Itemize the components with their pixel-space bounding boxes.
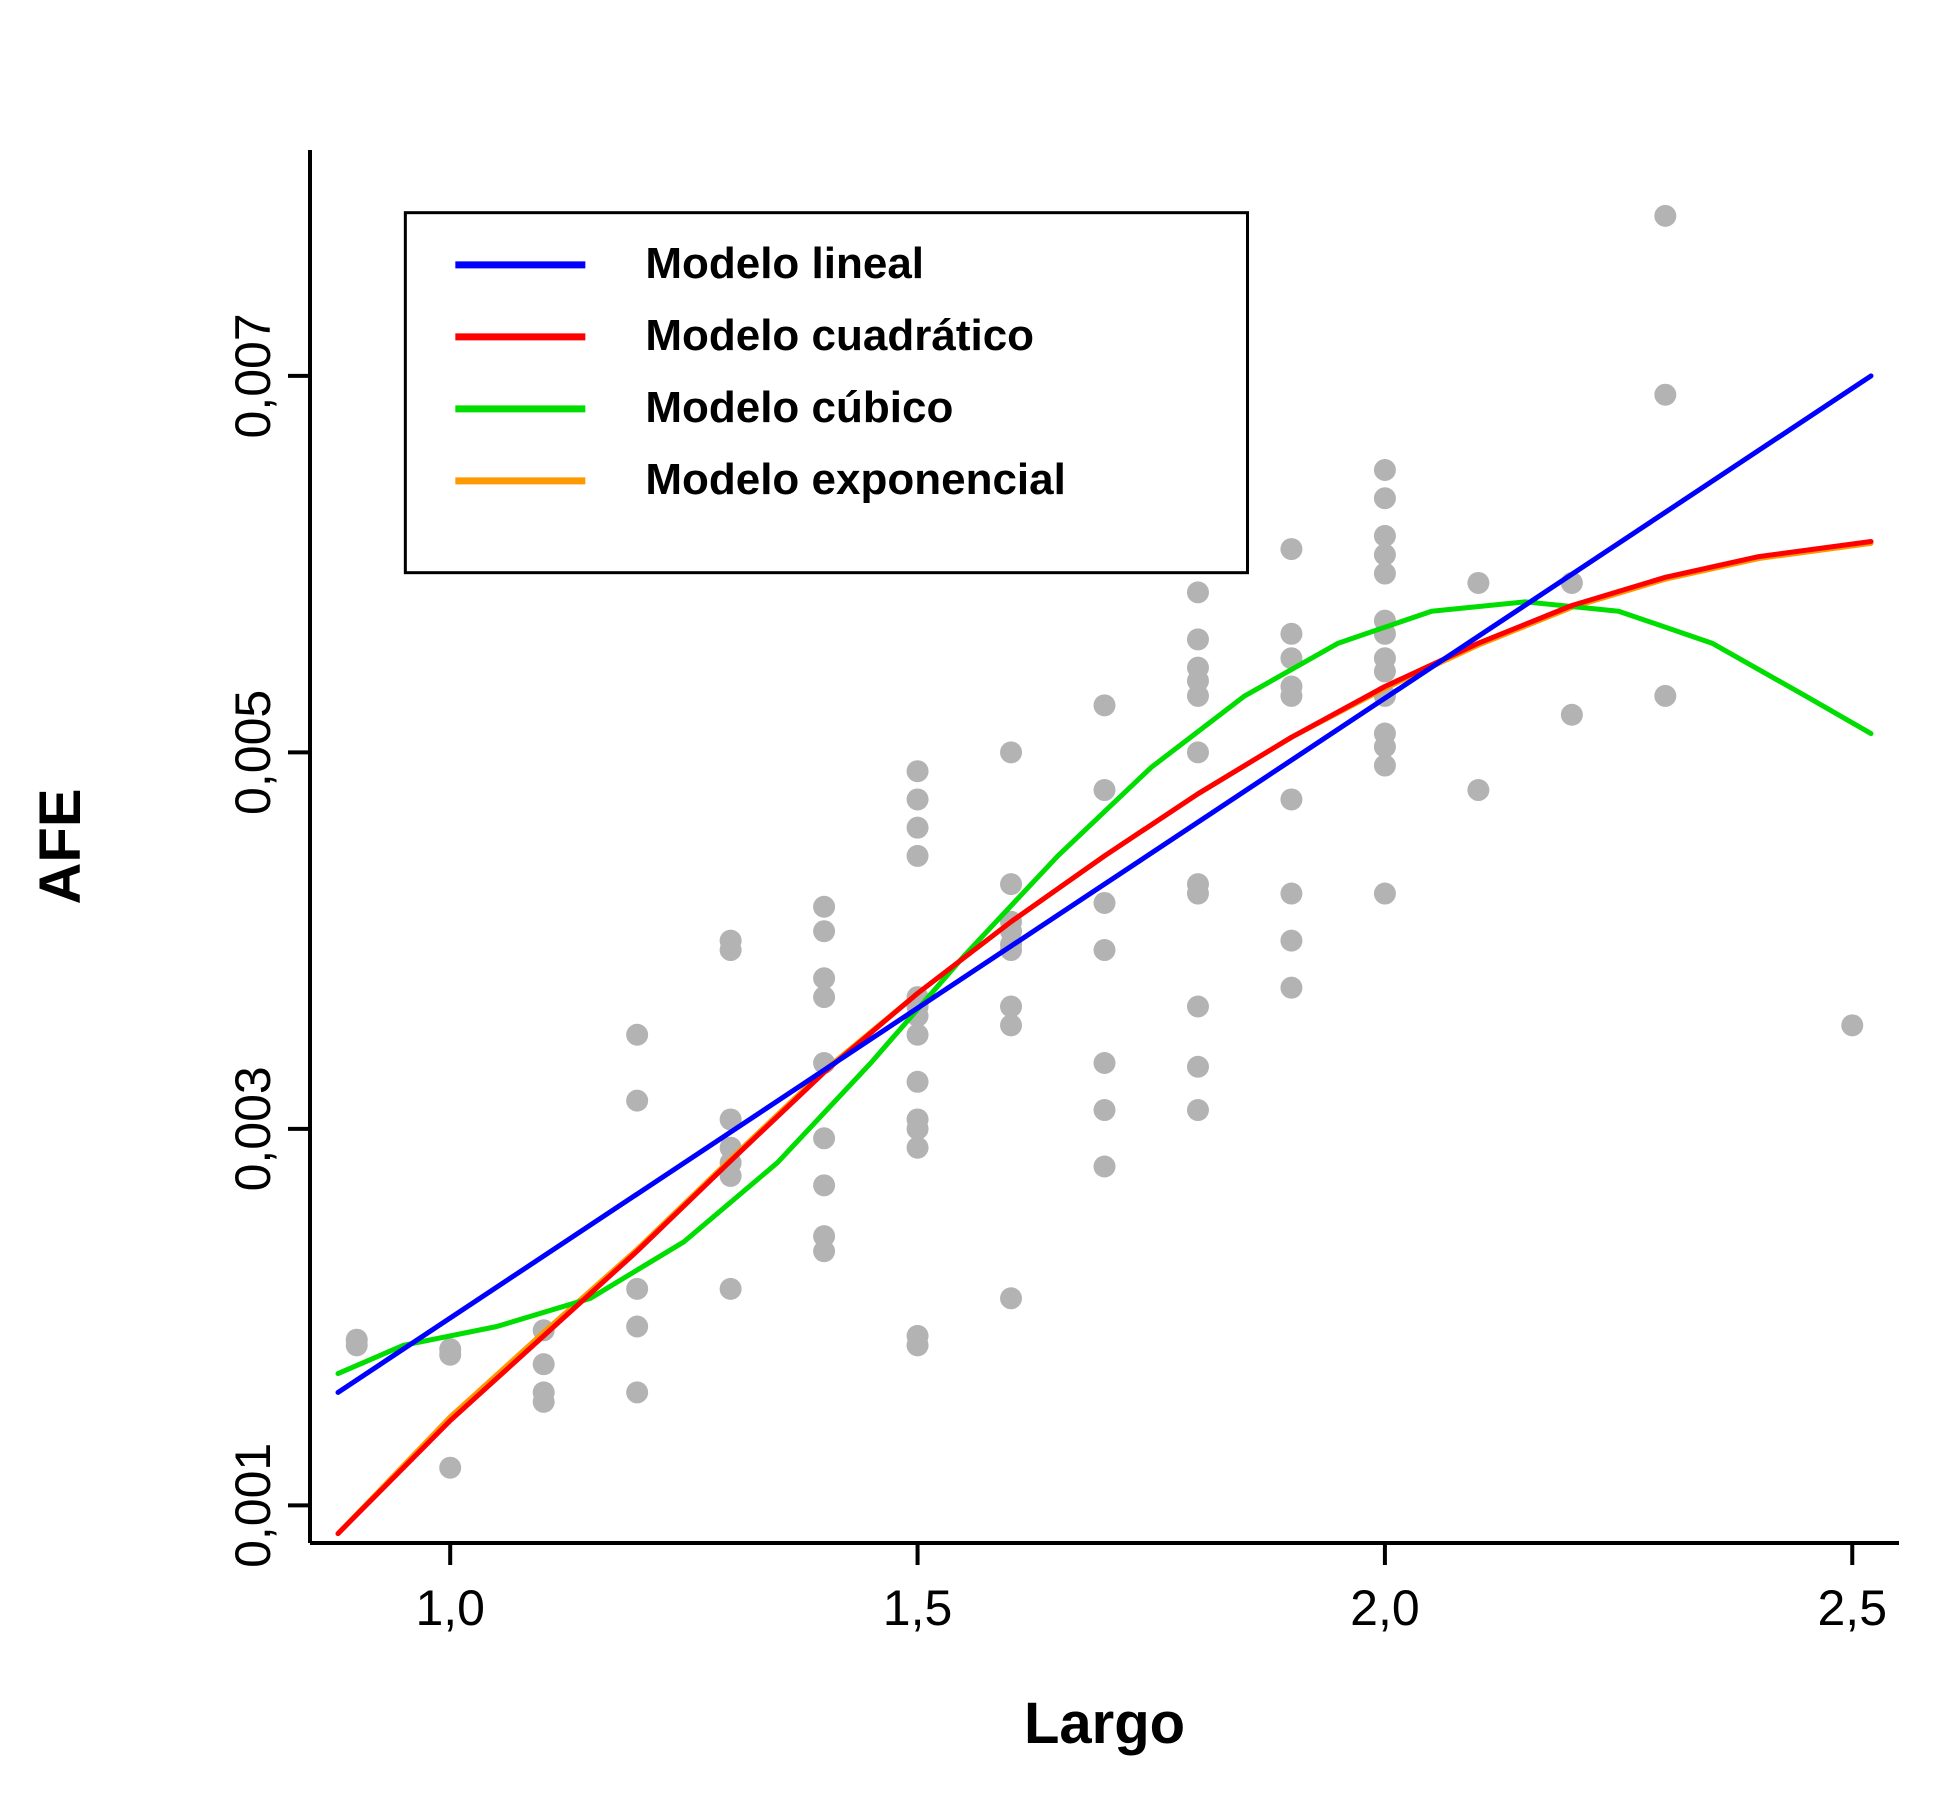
scatter-point — [533, 1381, 555, 1403]
scatter-point — [1187, 741, 1209, 763]
scatter-point — [1280, 977, 1302, 999]
scatter-point — [1187, 1099, 1209, 1121]
scatter-point — [1094, 1052, 1116, 1074]
scatter-point — [813, 986, 835, 1008]
y-axis-label: AFE — [28, 789, 93, 905]
scatter-point — [813, 1174, 835, 1196]
x-tick-label: 1,5 — [883, 1580, 953, 1636]
scatter-point — [1187, 1056, 1209, 1078]
scatter-point — [1374, 544, 1396, 566]
x-tick-label: 1,0 — [415, 1580, 485, 1636]
scatter-point — [907, 817, 929, 839]
scatter-point — [1000, 1014, 1022, 1036]
scatter-point — [1187, 581, 1209, 603]
scatter-point — [1000, 1287, 1022, 1309]
scatter-point — [1467, 779, 1489, 801]
scatter-point — [1000, 741, 1022, 763]
scatter-point — [907, 760, 929, 782]
scatter-point — [720, 1278, 742, 1300]
chart-container: 1,0 1,5 2,0 2,5 Largo 0,001 0,003 0,005 0,007 AFE… — [0, 0, 1959, 1813]
scatter-point — [1187, 873, 1209, 895]
scatter-point — [813, 1127, 835, 1149]
regression-chart: 1,0 1,5 2,0 2,5 Largo 0,001 0,003 0,005 0,007 AFE… — [0, 0, 1959, 1813]
scatter-point — [1000, 996, 1022, 1018]
scatter-point — [626, 1278, 648, 1300]
scatter-point — [533, 1353, 555, 1375]
scatter-point — [1094, 939, 1116, 961]
scatter-point — [1280, 930, 1302, 952]
scatter-point — [346, 1329, 368, 1351]
scatter-point — [1374, 647, 1396, 669]
scatter-point — [1094, 1099, 1116, 1121]
scatter-point — [626, 1381, 648, 1403]
scatter-point — [626, 1316, 648, 1338]
scatter-point — [1280, 675, 1302, 697]
scatter-point — [1094, 1156, 1116, 1178]
scatter-point — [907, 788, 929, 810]
scatter-point — [907, 1108, 929, 1130]
scatter-point — [1374, 563, 1396, 585]
x-tick-label: 2,5 — [1818, 1580, 1888, 1636]
scatter-point — [1467, 572, 1489, 594]
scatter-point — [1374, 723, 1396, 745]
legend-label-lineal: Modelo lineal — [645, 239, 924, 288]
scatter-point — [1000, 873, 1022, 895]
scatter-point — [1374, 459, 1396, 481]
scatter-point — [626, 1090, 648, 1112]
scatter-point — [1374, 755, 1396, 777]
scatter-point — [1374, 883, 1396, 905]
scatter-point — [907, 1071, 929, 1093]
scatter-point — [907, 1024, 929, 1046]
scatter-point — [1654, 384, 1676, 406]
y-tick-label: 0,001 — [225, 1443, 281, 1568]
scatter-point — [1654, 685, 1676, 707]
y-tick-label: 0,005 — [225, 690, 281, 815]
scatter-point — [907, 1325, 929, 1347]
scatter-point — [813, 1225, 835, 1247]
scatter-point — [813, 967, 835, 989]
scatter-point — [813, 920, 835, 942]
x-tick-label: 2,0 — [1350, 1580, 1420, 1636]
scatter-point — [1094, 892, 1116, 914]
y-tick-label: 0,003 — [225, 1066, 281, 1191]
scatter-point — [1187, 996, 1209, 1018]
scatter-point — [1841, 1014, 1863, 1036]
scatter-point — [1280, 538, 1302, 560]
x-axis-label: Largo — [1024, 1691, 1185, 1756]
scatter-point — [1374, 487, 1396, 509]
scatter-point — [813, 896, 835, 918]
legend-label-exponencial: Modelo exponencial — [645, 455, 1066, 504]
scatter-point — [907, 1137, 929, 1159]
scatter-point — [1280, 883, 1302, 905]
scatter-point — [1187, 657, 1209, 679]
scatter-point — [439, 1457, 461, 1479]
scatter-point — [1374, 525, 1396, 547]
scatter-point — [907, 845, 929, 867]
scatter-point — [1280, 788, 1302, 810]
scatter-point — [1094, 694, 1116, 716]
legend-label-cubico: Modelo cúbico — [645, 383, 953, 432]
scatter-point — [720, 930, 742, 952]
scatter-point — [1094, 779, 1116, 801]
scatter-point — [439, 1338, 461, 1360]
scatter-point — [1280, 623, 1302, 645]
y-tick-label: 0,007 — [225, 313, 281, 438]
scatter-point — [1654, 205, 1676, 227]
scatter-point — [1561, 704, 1583, 726]
scatter-point — [1187, 628, 1209, 650]
scatter-point — [626, 1024, 648, 1046]
legend-label-cuadratico: Modelo cuadrático — [645, 311, 1034, 360]
